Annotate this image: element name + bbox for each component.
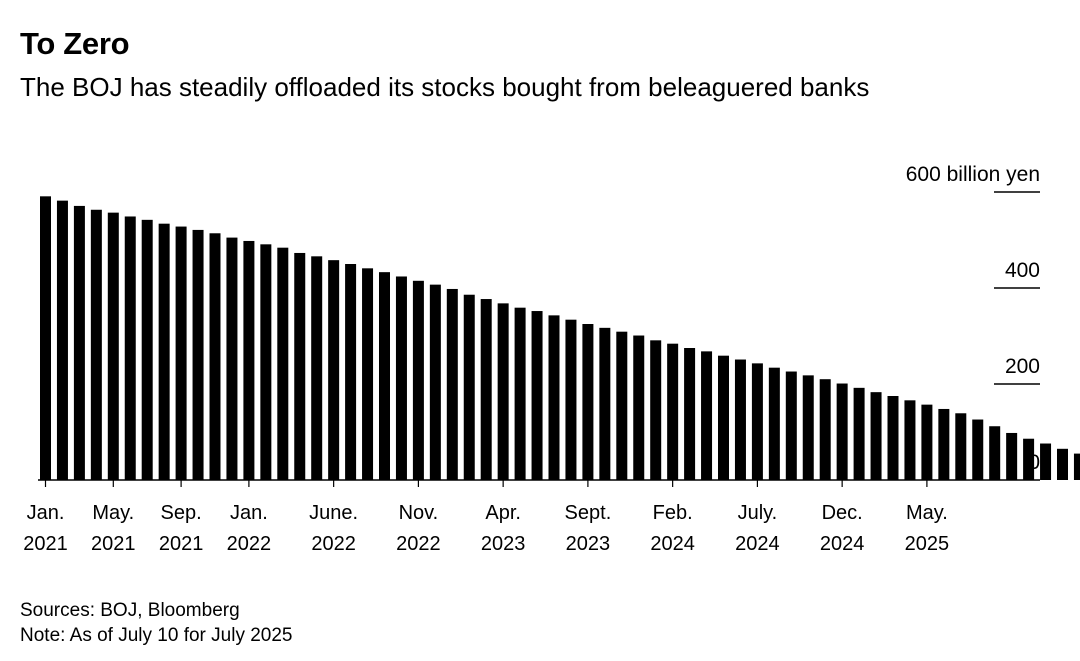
y-tick-label: 200: [1005, 355, 1040, 378]
bar: [226, 237, 238, 480]
bar: [633, 335, 645, 480]
bar: [734, 359, 746, 480]
x-tick-label-month: Sep.: [161, 502, 202, 524]
bar: [836, 383, 848, 480]
bar: [751, 363, 763, 480]
bar: [209, 233, 221, 480]
bar: [989, 426, 1001, 480]
bar: [599, 327, 611, 480]
bar: [497, 303, 509, 480]
bar: [1023, 438, 1035, 480]
bar: [616, 331, 628, 480]
bar: [802, 375, 814, 480]
x-tick-label-month: Nov.: [399, 502, 439, 524]
x-tick-label-month: May.: [906, 502, 948, 524]
bar: [955, 413, 967, 480]
bar: [395, 276, 407, 480]
bar: [650, 340, 662, 480]
bar: [345, 264, 357, 480]
x-tick-label-year: 2021: [91, 533, 136, 555]
chart-title: To Zero: [20, 26, 130, 61]
bar: [412, 280, 424, 480]
x-tick-label-month: May.: [92, 502, 134, 524]
bar: [582, 324, 594, 480]
bar: [362, 268, 374, 480]
bar: [921, 404, 933, 480]
x-tick-label-year: 2021: [159, 533, 204, 555]
bar: [870, 392, 882, 480]
bar: [904, 400, 916, 480]
bar: [294, 252, 306, 480]
x-tick-label-month: Sept.: [565, 502, 612, 524]
bar: [768, 367, 780, 480]
bar: [972, 419, 984, 480]
x-tick-label-month: Feb.: [653, 502, 693, 524]
x-tick-label-month: July.: [738, 502, 778, 524]
bar: [667, 343, 679, 480]
bar: [785, 371, 797, 480]
bar: [40, 196, 51, 480]
bar: [311, 256, 323, 480]
x-tick-label-year: 2024: [820, 533, 865, 555]
bar: [56, 200, 68, 480]
x-tick-label-year: 2025: [905, 533, 950, 555]
bar: [1040, 443, 1052, 480]
bars-group: [40, 196, 1080, 481]
bar: [379, 272, 390, 480]
x-tick-label-month: Jan.: [27, 502, 65, 524]
bar: [514, 307, 526, 480]
bar: [243, 240, 255, 480]
bar: [718, 355, 729, 480]
y-axis: 600 billion yen 400 200 0: [906, 163, 1040, 474]
x-tick-label-month: Dec.: [822, 502, 863, 524]
bar: [141, 219, 153, 480]
x-tick-label-month: June.: [309, 502, 358, 524]
y-tick-label: 400: [1005, 259, 1040, 282]
footnote: Note: As of July 10 for July 2025: [20, 625, 293, 646]
bar: [1073, 453, 1080, 480]
x-tick-label-year: 2023: [566, 533, 611, 555]
source-note: Sources: BOJ, Bloomberg: [20, 600, 240, 621]
bar: [463, 294, 475, 480]
bar: [853, 387, 865, 480]
y-tick-label: 600 billion yen: [906, 163, 1040, 186]
x-axis: Jan. 2021 May. 2021 Sep. 2021 Jan. 2022 June. 202…: [23, 479, 1040, 555]
x-tick-label-year: 2022: [396, 533, 441, 555]
bar: [701, 351, 713, 480]
x-tick-label-month: Apr.: [485, 502, 521, 524]
bar: [277, 247, 289, 480]
bar: [938, 408, 950, 480]
bar: [887, 396, 899, 480]
y-tick-label: 0: [1028, 451, 1040, 474]
bar: [446, 288, 458, 480]
x-tick-label-year: 2023: [481, 533, 526, 555]
x-tick-label-month: Jan.: [230, 502, 268, 524]
bar: [548, 315, 560, 480]
bar: [73, 205, 85, 481]
bar: [565, 319, 577, 480]
x-tick-label-year: 2024: [650, 533, 695, 555]
x-tick-label-year: 2021: [23, 533, 68, 555]
chart-subtitle: The BOJ has steadily offloaded its stock…: [20, 72, 870, 102]
bar: [531, 311, 543, 480]
bar: [328, 260, 340, 480]
x-tick-label-year: 2022: [311, 533, 356, 555]
bar: [429, 284, 441, 480]
bar: [124, 216, 136, 481]
bar: [684, 348, 696, 480]
x-tick-label-year: 2022: [227, 533, 272, 555]
bar: [480, 299, 492, 480]
bar: [192, 229, 204, 480]
bar: [1057, 448, 1068, 480]
bar: [175, 226, 187, 480]
bar: [158, 223, 170, 480]
x-tick-label-year: 2024: [735, 533, 780, 555]
bar: [90, 209, 102, 480]
bar: [260, 244, 272, 480]
bar: [107, 212, 119, 480]
bar: [1006, 432, 1018, 480]
bar: [819, 379, 831, 480]
